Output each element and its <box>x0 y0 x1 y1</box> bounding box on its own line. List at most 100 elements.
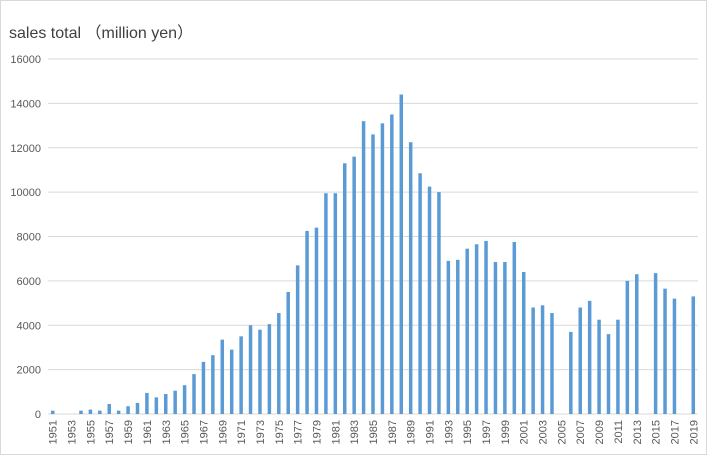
x-tick-label: 1993 <box>443 420 455 444</box>
bar-1997 <box>484 240 488 414</box>
bar-1980 <box>324 193 328 414</box>
x-tick-label: 2009 <box>594 420 606 444</box>
bar-2007 <box>578 307 582 414</box>
bar-1954 <box>79 410 83 414</box>
bar-1993 <box>446 260 451 414</box>
y-tick-label: 6000 <box>17 276 41 288</box>
bar-1988 <box>399 94 404 414</box>
x-tick-label: 2007 <box>575 420 587 444</box>
bar-2008 <box>587 300 592 414</box>
y-tick-label: 2000 <box>17 365 41 377</box>
y-tick-label: 14000 <box>10 98 41 110</box>
y-tick-label: 10000 <box>10 187 41 199</box>
x-tick-label: 1953 <box>67 420 79 444</box>
chart-title: sales total （million yen） <box>9 25 194 42</box>
bar-1983 <box>352 156 356 414</box>
bar-1956 <box>98 410 102 414</box>
bar-1987 <box>390 114 394 414</box>
x-tick-label: 1979 <box>311 420 323 444</box>
x-tick-label: 1973 <box>255 420 267 444</box>
x-tick-label: 2005 <box>556 420 568 444</box>
x-tick-label: 1999 <box>500 420 512 444</box>
bar-2010 <box>606 334 611 414</box>
bar-1965 <box>182 385 187 414</box>
x-tick-label: 1969 <box>217 420 229 444</box>
x-tick-label: 1991 <box>425 420 437 444</box>
bar-1962 <box>154 397 159 414</box>
bar-1970 <box>229 349 234 414</box>
bar-1957 <box>107 404 111 414</box>
bar-1989 <box>408 142 413 414</box>
bar-2016 <box>663 288 667 414</box>
bar-1958 <box>116 410 121 414</box>
bar-1992 <box>437 192 441 414</box>
x-tick-label: 2011 <box>613 420 625 444</box>
bar-1984 <box>361 121 366 414</box>
bar-1972 <box>248 325 253 414</box>
x-tick-label: 1971 <box>236 420 248 444</box>
x-tick-label: 2019 <box>688 420 700 444</box>
bar-1990 <box>418 173 422 414</box>
bar-2000 <box>512 242 517 414</box>
bar-1968 <box>211 355 215 414</box>
x-tick-label: 2001 <box>519 420 531 444</box>
x-tick-label: 1983 <box>349 420 361 444</box>
bar-1994 <box>456 259 460 414</box>
bar-2019 <box>691 296 696 414</box>
bar-1973 <box>258 329 262 414</box>
bar-1981 <box>333 193 338 414</box>
bar-2009 <box>597 319 601 414</box>
x-tick-label: 2017 <box>669 420 681 444</box>
x-tick-label: 1977 <box>293 420 305 444</box>
bar-2002 <box>531 307 535 414</box>
bar-1979 <box>314 227 319 414</box>
bar-1986 <box>380 123 385 414</box>
bar-2015 <box>653 273 658 414</box>
bar-2001 <box>521 272 526 414</box>
bar-1951 <box>50 410 55 414</box>
bar-1964 <box>173 390 177 414</box>
x-tick-label: 1981 <box>330 420 342 444</box>
bar-1960 <box>135 402 140 414</box>
bar-1995 <box>465 248 469 414</box>
x-tick-label: 1967 <box>198 420 210 444</box>
x-tick-label: 1957 <box>104 420 116 444</box>
bar-1955 <box>88 409 93 414</box>
bar-1961 <box>145 392 149 414</box>
bar-1977 <box>295 265 300 414</box>
bar-2006 <box>569 331 573 414</box>
x-tick-label: 1955 <box>85 420 97 444</box>
bar-1978 <box>305 230 309 414</box>
bar-2003 <box>540 305 545 414</box>
y-tick-label: 16000 <box>10 54 41 66</box>
x-tick-label: 1965 <box>180 420 192 444</box>
bar-2013 <box>635 274 639 414</box>
x-tick-label: 1997 <box>481 420 493 444</box>
bar-1985 <box>371 134 375 414</box>
y-tick-label: 8000 <box>17 232 41 244</box>
x-tick-label: 1975 <box>274 420 286 444</box>
bar-2012 <box>625 280 630 414</box>
x-tick-label: 2015 <box>651 420 663 444</box>
bar-1975 <box>277 313 281 414</box>
y-tick-label: 0 <box>35 409 41 421</box>
bar-1959 <box>126 406 130 414</box>
bar-1982 <box>342 163 347 414</box>
bar-1967 <box>201 361 206 414</box>
x-tick-label: 2003 <box>538 420 550 444</box>
x-tick-label: 1989 <box>406 420 418 444</box>
x-tick-label: 1963 <box>161 420 173 444</box>
bar-1998 <box>493 262 498 414</box>
x-tick-label: 1951 <box>48 420 60 444</box>
bar-1991 <box>427 186 432 414</box>
x-tick-label: 1985 <box>368 420 380 444</box>
y-tick-label: 4000 <box>17 320 41 332</box>
x-tick-label: 1959 <box>123 420 135 444</box>
bar-1969 <box>220 339 225 414</box>
x-tick-label: 1961 <box>142 420 154 444</box>
bar-1999 <box>503 262 507 414</box>
bar-2017 <box>672 298 677 414</box>
bar-1976 <box>286 291 290 414</box>
